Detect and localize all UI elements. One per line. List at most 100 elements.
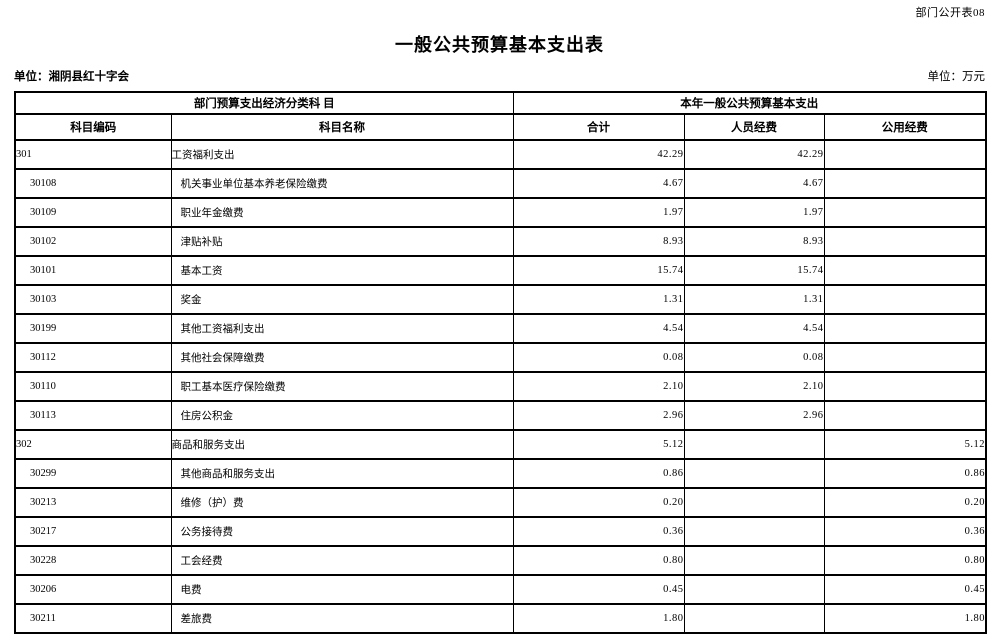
column-header-code: 科目编码 — [14, 113, 172, 141]
header-group-basic-expenditure: 本年一般公共预算基本支出 — [512, 91, 987, 115]
cell-code: 30110 — [14, 371, 172, 402]
cell-personnel — [683, 516, 825, 547]
cell-total: 4.54 — [512, 313, 685, 344]
cell-personnel: 2.96 — [683, 400, 825, 431]
table-row: 301 工资福利支出 42.29 42.29 — [14, 139, 987, 170]
cell-public: 1.80 — [823, 603, 987, 634]
cell-public: 0.80 — [823, 545, 987, 576]
form-number-label: 部门公开表08 — [915, 7, 985, 19]
cell-name: 工会经费 — [170, 545, 514, 576]
cell-code: 30109 — [14, 197, 172, 228]
cell-code: 30102 — [14, 226, 172, 257]
cell-public — [823, 168, 987, 199]
table-row: 30113 住房公积金 2.96 2.96 — [14, 400, 987, 431]
cell-total: 15.74 — [512, 255, 685, 286]
cell-personnel — [683, 574, 825, 605]
cell-total: 0.86 — [512, 458, 685, 489]
table-row: 30228 工会经费 0.80 0.80 — [14, 545, 987, 576]
cell-code: 30211 — [14, 603, 172, 634]
cell-public — [823, 342, 987, 373]
cell-name: 电费 — [170, 574, 514, 605]
cell-total: 4.67 — [512, 168, 685, 199]
cell-name: 工资福利支出 — [170, 139, 514, 170]
cell-public — [823, 226, 987, 257]
table-row: 30206 电费 0.45 0.45 — [14, 574, 987, 605]
column-header-public: 公用经费 — [823, 113, 987, 141]
cell-personnel — [683, 429, 825, 460]
cell-total: 2.96 — [512, 400, 685, 431]
column-header-personnel: 人员经费 — [683, 113, 825, 141]
cell-code: 30217 — [14, 516, 172, 547]
header-group-classification: 部门预算支出经济分类科 目 — [14, 91, 514, 115]
table-row: 30199 其他工资福利支出 4.54 4.54 — [14, 313, 987, 344]
cell-public — [823, 255, 987, 286]
cell-total: 0.20 — [512, 487, 685, 518]
cell-personnel — [683, 545, 825, 576]
cell-personnel: 0.08 — [683, 342, 825, 373]
cell-personnel — [683, 458, 825, 489]
cell-total: 5.12 — [512, 429, 685, 460]
cell-public: 0.36 — [823, 516, 987, 547]
cell-total: 42.29 — [512, 139, 685, 170]
table-row: 30101 基本工资 15.74 15.74 — [14, 255, 987, 286]
cell-name: 差旅费 — [170, 603, 514, 634]
cell-code: 30299 — [14, 458, 172, 489]
column-header-total: 合计 — [512, 113, 685, 141]
cell-public — [823, 313, 987, 344]
cell-code: 30199 — [14, 313, 172, 344]
table-row: 302 商品和服务支出 5.12 5.12 — [14, 429, 987, 460]
cell-code: 30101 — [14, 255, 172, 286]
cell-name: 机关事业单位基本养老保险缴费 — [170, 168, 514, 199]
cell-personnel — [683, 603, 825, 634]
cell-total: 0.45 — [512, 574, 685, 605]
cell-code: 30113 — [14, 400, 172, 431]
cell-code: 30206 — [14, 574, 172, 605]
cell-total: 1.31 — [512, 284, 685, 315]
cell-public: 0.86 — [823, 458, 987, 489]
cell-name: 职业年金缴费 — [170, 197, 514, 228]
table-row: 30299 其他商品和服务支出 0.86 0.86 — [14, 458, 987, 489]
cell-code: 302 — [14, 429, 172, 460]
cell-code: 30213 — [14, 487, 172, 518]
cell-name: 其他商品和服务支出 — [170, 458, 514, 489]
cell-name: 奖金 — [170, 284, 514, 315]
cell-name: 商品和服务支出 — [170, 429, 514, 460]
cell-personnel: 1.97 — [683, 197, 825, 228]
cell-code: 30103 — [14, 284, 172, 315]
cell-code: 30108 — [14, 168, 172, 199]
cell-personnel — [683, 487, 825, 518]
cell-name: 其他社会保障缴费 — [170, 342, 514, 373]
cell-code: 30112 — [14, 342, 172, 373]
unit-measure-label: 单位：万元 — [927, 71, 986, 83]
cell-total: 2.10 — [512, 371, 685, 402]
table-row: 30213 维修（护）费 0.20 0.20 — [14, 487, 987, 518]
cell-personnel: 42.29 — [683, 139, 825, 170]
table-row: 30102 津贴补贴 8.93 8.93 — [14, 226, 987, 257]
cell-name: 维修（护）费 — [170, 487, 514, 518]
cell-name: 其他工资福利支出 — [170, 313, 514, 344]
cell-personnel: 1.31 — [683, 284, 825, 315]
table-row: 30109 职业年金缴费 1.97 1.97 — [14, 197, 987, 228]
cell-total: 1.97 — [512, 197, 685, 228]
cell-name: 职工基本医疗保险缴费 — [170, 371, 514, 402]
cell-name: 津贴补贴 — [170, 226, 514, 257]
cell-personnel: 4.67 — [683, 168, 825, 199]
cell-name: 住房公积金 — [170, 400, 514, 431]
cell-name: 基本工资 — [170, 255, 514, 286]
budget-expenditure-table: 部门预算支出经济分类科 目 本年一般公共预算基本支出 科目编码 科目名称 合计 人员经… — [14, 91, 987, 634]
cell-personnel: 8.93 — [683, 226, 825, 257]
cell-name: 公务接待费 — [170, 516, 514, 547]
column-header-name: 科目名称 — [170, 113, 514, 141]
table-column-header-row: 科目编码 科目名称 合计 人员经费 公用经费 — [14, 113, 987, 141]
table-row: 30108 机关事业单位基本养老保险缴费 4.67 4.67 — [14, 168, 987, 199]
cell-public: 0.45 — [823, 574, 987, 605]
cell-public — [823, 371, 987, 402]
cell-code: 301 — [14, 139, 172, 170]
cell-public: 5.12 — [823, 429, 987, 460]
cell-personnel: 4.54 — [683, 313, 825, 344]
table-row: 30217 公务接待费 0.36 0.36 — [14, 516, 987, 547]
unit-info-row: 单位：湘阴县红十字会 单位：万元 — [14, 70, 985, 84]
cell-total: 1.80 — [512, 603, 685, 634]
cell-personnel: 2.10 — [683, 371, 825, 402]
cell-public: 0.20 — [823, 487, 987, 518]
